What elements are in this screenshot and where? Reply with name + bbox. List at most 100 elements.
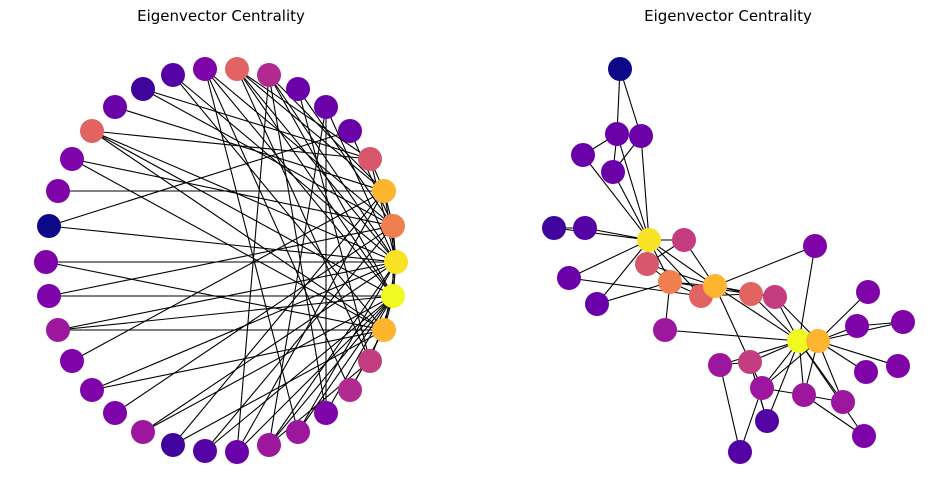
- right-graph-nodes: [542, 57, 915, 464]
- left-edge-35: [71, 190, 385, 362]
- right-edge-33: [714, 285, 751, 363]
- left-node-2: [372, 179, 396, 203]
- left-edge-36: [172, 190, 385, 446]
- left-node-5: [314, 95, 338, 119]
- left-edge-68: [236, 74, 270, 453]
- right-edge-34: [714, 285, 800, 342]
- left-edge-70: [349, 130, 394, 227]
- right-edge-11: [553, 227, 650, 241]
- right-node-24: [792, 383, 816, 407]
- left-node-1: [381, 214, 405, 238]
- right-node-25: [831, 390, 855, 414]
- right-edge-63: [803, 394, 865, 437]
- left-edge-52: [172, 74, 385, 331]
- left-edge-28: [48, 225, 394, 297]
- left-node-6: [286, 77, 310, 101]
- right-node-28: [856, 280, 880, 304]
- left-node-16: [37, 214, 61, 238]
- right-edge-6: [582, 154, 650, 241]
- right-node-15: [653, 318, 677, 342]
- left-node-33: [381, 284, 405, 308]
- left-node-19: [46, 318, 70, 342]
- right-edge-40: [798, 245, 816, 342]
- left-edge-69: [48, 130, 351, 227]
- left-edge-16: [91, 130, 397, 263]
- left-edge-2: [369, 158, 397, 263]
- right-edge-58: [719, 364, 741, 453]
- left-node-23: [131, 420, 155, 444]
- left-node-29: [314, 401, 338, 425]
- left-node-22: [103, 401, 127, 425]
- left-edge-23: [297, 261, 397, 433]
- left-edge-41: [268, 74, 394, 297]
- right-node-10: [585, 292, 609, 316]
- left-edge-54: [71, 158, 385, 331]
- left-node-15: [46, 179, 70, 203]
- left-node-30: [338, 378, 362, 402]
- left-edge-61: [236, 68, 371, 362]
- right-edge-53: [817, 340, 899, 367]
- left-edge-47: [142, 295, 394, 433]
- right-node-29: [845, 314, 869, 338]
- left-edge-57: [91, 329, 385, 391]
- right-edge-29: [596, 281, 671, 305]
- left-edge-17: [48, 225, 397, 263]
- left-node-4: [338, 119, 362, 143]
- right-edge-7: [612, 171, 650, 241]
- left-node-11: [131, 77, 155, 101]
- left-node-18: [37, 284, 61, 308]
- right-panel-title: Eigenvector Centrality: [644, 7, 812, 25]
- right-node-33: [852, 424, 876, 448]
- right-node-7: [637, 228, 661, 252]
- left-node-28: [286, 420, 310, 444]
- left-edge-46: [57, 295, 394, 331]
- left-node-13: [80, 119, 104, 143]
- right-edge-12: [568, 239, 650, 279]
- right-edge-35: [664, 329, 800, 342]
- left-edge-49: [236, 295, 394, 453]
- left-edge-48: [204, 295, 394, 452]
- right-edge-5: [640, 135, 650, 241]
- left-node-27: [257, 433, 281, 457]
- left-edge-26: [142, 88, 394, 227]
- right-edge-18: [648, 239, 716, 287]
- right-node-16: [739, 282, 763, 306]
- right-node-27: [728, 440, 752, 464]
- left-edge-51: [297, 295, 394, 433]
- left-node-32: [372, 318, 396, 342]
- right-edge-47: [766, 340, 800, 422]
- left-edge-53: [91, 130, 385, 331]
- right-edge-8: [616, 133, 650, 241]
- left-edge-40: [142, 88, 371, 160]
- left-edge-13: [268, 74, 397, 263]
- right-edge-32: [714, 245, 816, 287]
- left-edge-65: [268, 74, 327, 414]
- left-edge-38: [236, 68, 371, 160]
- right-node-14: [703, 274, 727, 298]
- left-node-12: [103, 95, 127, 119]
- left-node-17: [34, 250, 58, 274]
- left-edge-66: [204, 68, 299, 433]
- right-node-22: [738, 350, 762, 374]
- right-edge-17: [648, 239, 702, 297]
- right-node-19: [787, 329, 811, 353]
- right-node-30: [891, 310, 915, 334]
- right-node-3: [571, 143, 595, 167]
- right-node-5: [542, 216, 566, 240]
- left-edge-33: [114, 106, 385, 192]
- left-edge-27: [71, 158, 394, 227]
- left-edge-11: [325, 295, 394, 414]
- right-node-32: [886, 354, 910, 378]
- left-edge-22: [268, 261, 397, 446]
- right-node-21: [708, 353, 732, 377]
- left-panel-title: Eigenvector Centrality: [137, 7, 305, 25]
- left-edge-55: [45, 261, 385, 331]
- right-edge-13: [596, 239, 650, 305]
- left-edge-43: [204, 68, 394, 297]
- right-node-1: [605, 122, 629, 146]
- right-node-4: [601, 160, 625, 184]
- right-edge-48: [798, 340, 865, 437]
- right-edge-42: [719, 340, 800, 366]
- left-edge-42: [236, 68, 394, 297]
- right-node-8: [672, 228, 696, 252]
